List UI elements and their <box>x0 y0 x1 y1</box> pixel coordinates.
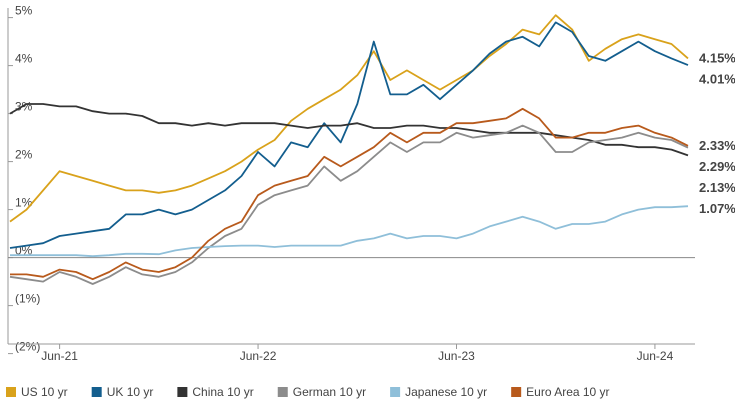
legend-swatch <box>91 387 102 397</box>
end-label: 1.07% <box>699 201 735 216</box>
series-line <box>10 107 689 281</box>
legend-swatch <box>277 387 288 397</box>
legend-label: China 10 yr <box>192 385 253 399</box>
legend-swatch <box>177 387 188 397</box>
x-tick-label: Jun-24 <box>637 349 674 363</box>
y-tick-label: 4% <box>15 52 33 66</box>
legend-label: German 10 yr <box>293 385 366 399</box>
end-label: 2.29% <box>699 159 735 174</box>
y-tick-label: (2%) <box>15 340 40 354</box>
end-label: 4.15% <box>699 50 735 65</box>
legend-swatch <box>511 387 522 397</box>
x-tick-label: Jun-23 <box>438 349 475 363</box>
legend-swatch <box>6 387 16 397</box>
end-label: 2.33% <box>699 138 735 153</box>
legend-swatch <box>390 387 401 397</box>
series-line <box>9 21 689 249</box>
end-label: 4.01% <box>699 71 735 86</box>
y-tick-label: 2% <box>15 148 33 162</box>
y-tick-label: (1%) <box>15 292 40 306</box>
series-line <box>9 103 689 157</box>
series-line <box>9 124 689 285</box>
legend-label: UK 10 yr <box>107 385 154 399</box>
y-tick-label: 5% <box>15 4 33 18</box>
legend-label: Japanese 10 yr <box>405 385 487 399</box>
legend-label: Euro Area 10 yr <box>526 385 609 399</box>
x-tick-label: Jun-21 <box>41 349 78 363</box>
end-label: 2.13% <box>699 180 735 195</box>
x-tick-label: Jun-22 <box>240 349 277 363</box>
legend-label: US 10 yr <box>21 385 68 399</box>
y-tick-label: 1% <box>15 196 33 210</box>
series-line <box>9 14 689 223</box>
series-line <box>10 205 689 258</box>
y-tick-label: 3% <box>15 100 33 114</box>
